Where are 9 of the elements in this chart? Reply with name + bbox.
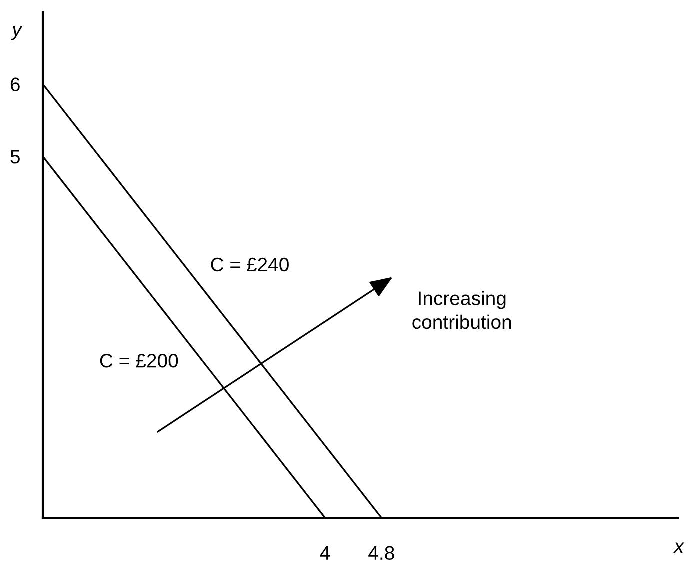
y-tick-label: 6 [10, 78, 20, 92]
x-tick-label: 4.8 [368, 546, 394, 560]
x-axis-title: x [674, 542, 685, 554]
y-tick-label: 5 [10, 150, 20, 164]
series-label: C = £240 [211, 258, 289, 272]
y-axis-title: y [11, 26, 23, 40]
series-label: C = £200 [100, 354, 178, 368]
x-tick-label: 4 [320, 546, 330, 560]
annotation: Increasing contribution [412, 291, 512, 330]
